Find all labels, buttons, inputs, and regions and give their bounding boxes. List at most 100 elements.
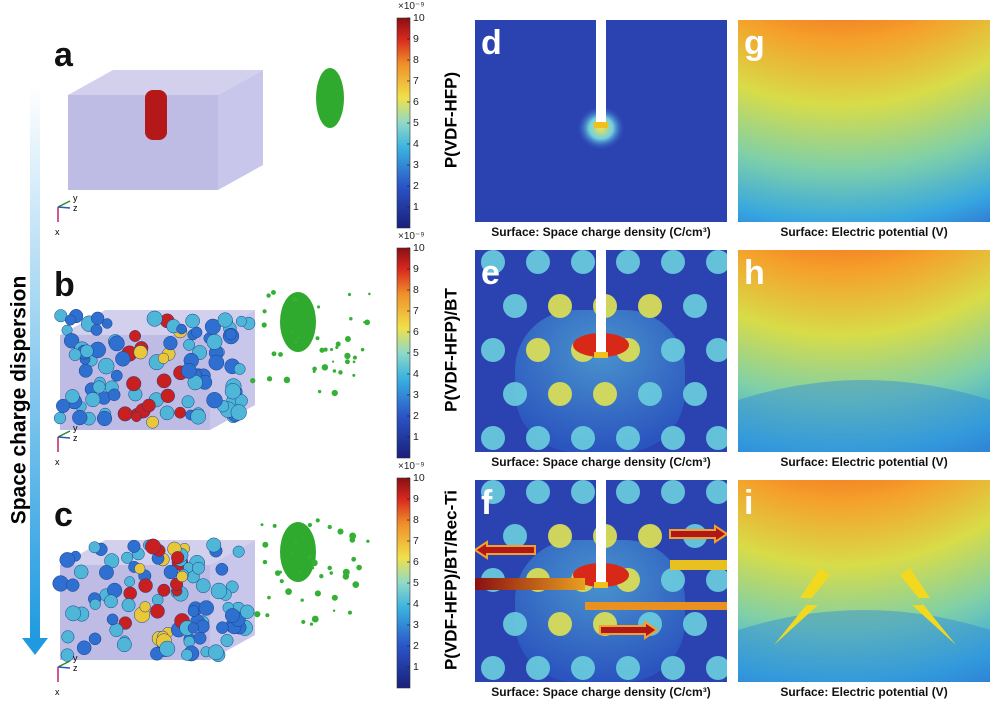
particle bbox=[68, 348, 82, 361]
colorbar-tick-label: 4 bbox=[413, 598, 419, 610]
green-speck bbox=[262, 541, 269, 548]
green-speck bbox=[271, 351, 277, 357]
particle bbox=[118, 616, 132, 630]
inclusion bbox=[683, 382, 707, 406]
charge-panel: e bbox=[475, 250, 727, 452]
inclusion bbox=[481, 656, 505, 680]
green-speck bbox=[250, 377, 256, 384]
potential-panel: i bbox=[738, 480, 990, 682]
panel-caption: Surface: Electric potential (V) bbox=[780, 685, 947, 699]
panel-label: f bbox=[481, 484, 493, 522]
green-speck bbox=[315, 336, 320, 341]
green-speck bbox=[332, 609, 336, 612]
green-speck bbox=[312, 370, 316, 373]
green-speck bbox=[352, 581, 360, 588]
colorbar-tick-label: 9 bbox=[413, 263, 419, 275]
green-speck bbox=[311, 559, 318, 567]
inclusion bbox=[661, 568, 685, 592]
green-speck bbox=[317, 389, 322, 394]
green-speck bbox=[301, 619, 306, 625]
particle bbox=[174, 406, 187, 419]
particle bbox=[216, 621, 229, 634]
particle bbox=[133, 345, 148, 360]
green-speck bbox=[267, 595, 271, 600]
green-speck bbox=[352, 373, 356, 377]
green-speck bbox=[266, 293, 271, 298]
green-speck bbox=[319, 347, 325, 353]
inclusion bbox=[548, 294, 572, 318]
green-speck bbox=[297, 336, 300, 340]
inclusion bbox=[481, 426, 505, 450]
colorbar-tick-label: 8 bbox=[413, 284, 419, 296]
colorbar-tick-label: 2 bbox=[413, 410, 419, 422]
particle bbox=[204, 318, 221, 335]
particle bbox=[232, 545, 245, 558]
colorbar-tick-label: 4 bbox=[413, 138, 419, 150]
colorbar-tick-label: 5 bbox=[413, 347, 419, 359]
particle bbox=[78, 363, 93, 378]
inclusion bbox=[616, 250, 640, 274]
particle bbox=[215, 562, 229, 576]
model-box-front bbox=[68, 95, 218, 190]
colorbar-tick-label: 3 bbox=[413, 619, 419, 631]
particle bbox=[208, 644, 224, 661]
particle bbox=[106, 613, 119, 626]
green-speck bbox=[366, 539, 370, 543]
colorbar-tick-label: 7 bbox=[413, 305, 419, 317]
particle bbox=[233, 363, 246, 375]
inclusion bbox=[503, 294, 527, 318]
particle bbox=[139, 601, 151, 613]
green-speck bbox=[319, 574, 324, 579]
green-speck bbox=[266, 376, 273, 382]
axis-label: x bbox=[55, 227, 60, 237]
green-speck bbox=[332, 369, 337, 373]
green-speck bbox=[272, 523, 277, 528]
colorbar-tick-label: 1 bbox=[413, 661, 419, 673]
particle bbox=[72, 409, 88, 426]
flow-arrow bbox=[669, 524, 727, 544]
particle bbox=[96, 410, 113, 427]
colorbar-exponent: ×10⁻⁹ bbox=[398, 231, 425, 242]
particle bbox=[116, 637, 132, 653]
particle bbox=[152, 594, 164, 606]
green-speck bbox=[314, 590, 321, 597]
particle bbox=[171, 551, 185, 565]
panel-label: i bbox=[744, 484, 753, 522]
particle bbox=[90, 324, 103, 336]
green-speck bbox=[342, 573, 350, 580]
green-speck bbox=[307, 555, 312, 560]
particle bbox=[104, 594, 118, 609]
inclusion bbox=[661, 480, 685, 504]
particle bbox=[109, 623, 124, 638]
inclusion bbox=[526, 338, 550, 362]
panel-label: g bbox=[744, 24, 765, 62]
potential-panel: h bbox=[738, 250, 990, 452]
inclusion bbox=[706, 656, 727, 680]
axis-label: y bbox=[73, 423, 78, 433]
axis-arrow bbox=[57, 200, 71, 208]
hot-rod bbox=[670, 560, 727, 570]
green-speck bbox=[330, 347, 334, 352]
green-speck bbox=[254, 611, 261, 618]
colorbar-tick-label: 2 bbox=[413, 640, 419, 652]
particle bbox=[146, 310, 163, 327]
green-speck bbox=[300, 598, 304, 602]
inclusion bbox=[593, 382, 617, 406]
particle bbox=[206, 392, 223, 409]
green-speck bbox=[351, 556, 357, 562]
inclusion bbox=[481, 250, 505, 274]
particle bbox=[65, 389, 80, 404]
green-speck bbox=[329, 571, 334, 575]
colorbar-tick-label: 7 bbox=[413, 75, 419, 87]
green-speck bbox=[331, 360, 335, 363]
side-arrow-shaft bbox=[30, 85, 40, 640]
model-label: c bbox=[54, 496, 73, 534]
green-speck bbox=[312, 566, 315, 570]
electrode-tip bbox=[594, 352, 608, 358]
particle bbox=[183, 338, 195, 351]
inclusion bbox=[661, 338, 685, 362]
particle bbox=[176, 570, 188, 583]
particle bbox=[76, 640, 92, 656]
green-speck bbox=[278, 570, 282, 574]
particle bbox=[53, 412, 67, 425]
